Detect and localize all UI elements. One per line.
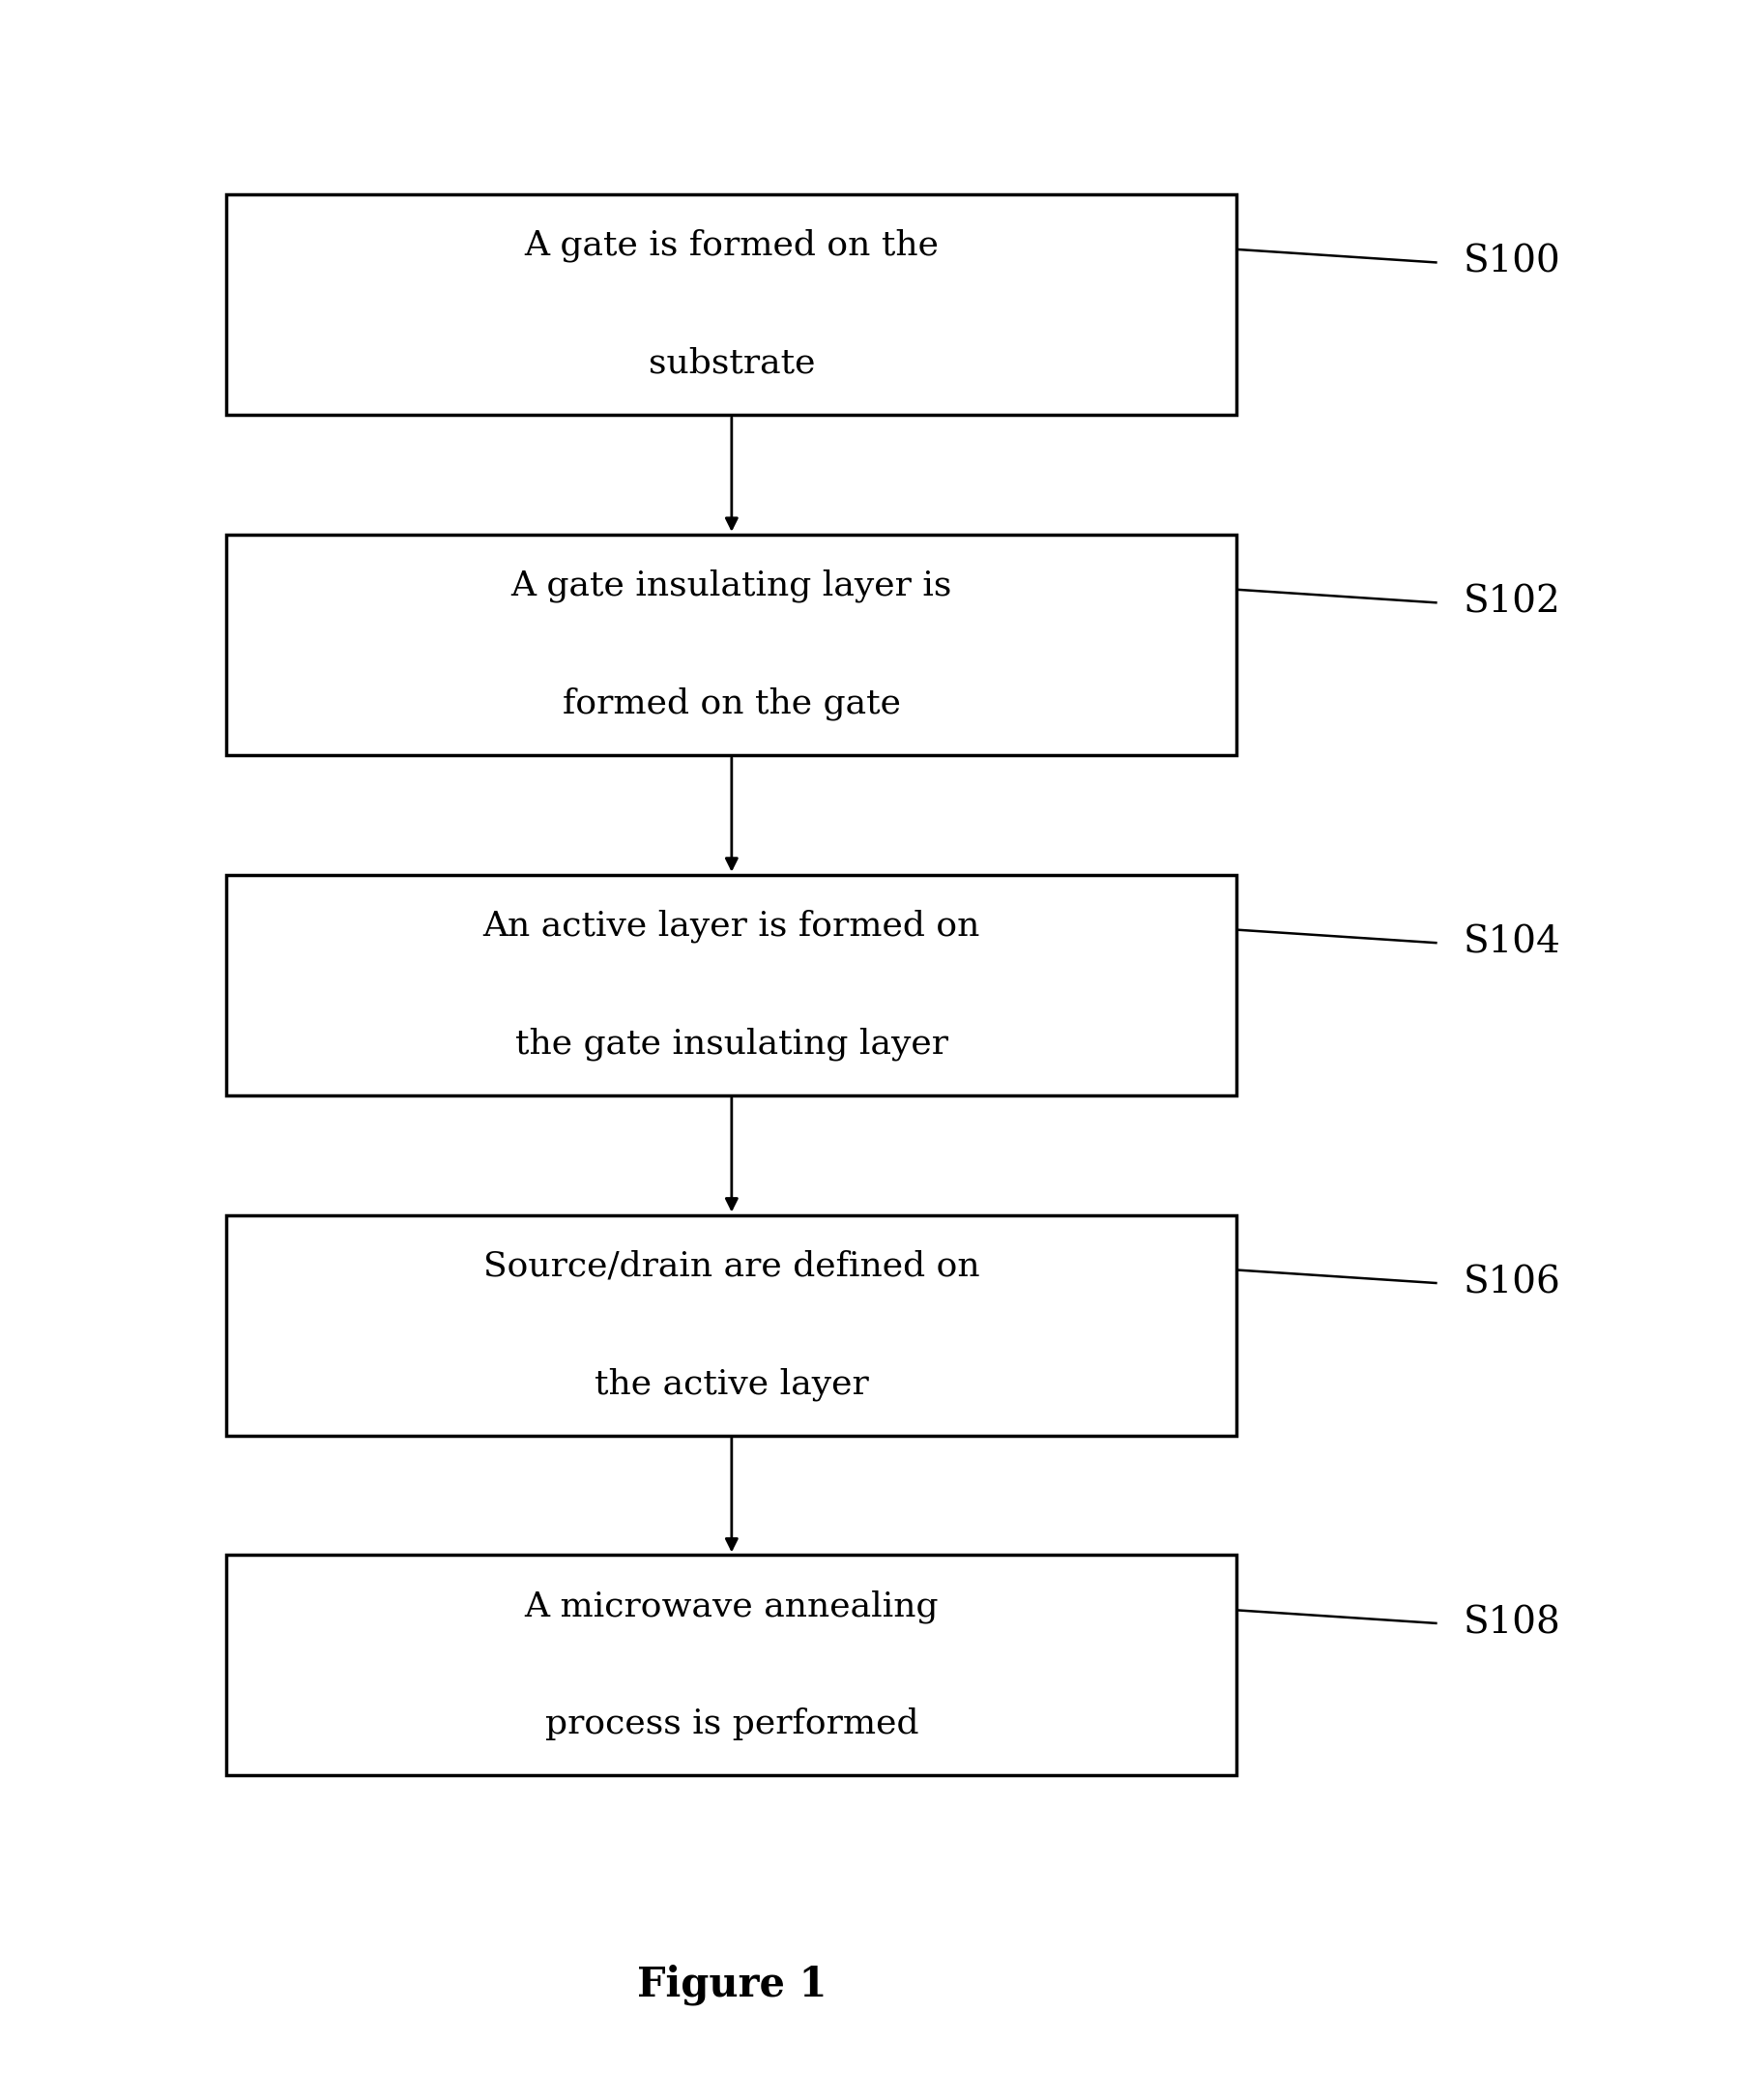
Text: A gate is formed on the: A gate is formed on the [524,229,939,262]
Text: S108: S108 [1463,1604,1561,1642]
Text: formed on the gate: formed on the gate [563,687,901,720]
Text: the active layer: the active layer [594,1367,869,1401]
Text: S104: S104 [1463,924,1561,962]
Bar [226,1214,1237,1436]
Bar [226,195,1237,416]
Text: A gate insulating layer is: A gate insulating layer is [510,569,953,603]
Text: substrate: substrate [648,346,815,380]
Bar [226,874,1237,1094]
Text: S106: S106 [1463,1264,1561,1302]
Text: An active layer is formed on: An active layer is formed on [483,909,981,943]
Text: process is performed: process is performed [545,1707,918,1741]
Text: S100: S100 [1463,244,1561,281]
Text: Figure 1: Figure 1 [636,1964,827,2005]
Text: Source/drain are defined on: Source/drain are defined on [483,1250,981,1283]
Text: S102: S102 [1463,584,1561,622]
Bar [226,536,1237,756]
Bar [226,1554,1237,1777]
Text: A microwave annealing: A microwave annealing [524,1590,939,1623]
Text: the gate insulating layer: the gate insulating layer [516,1027,948,1060]
